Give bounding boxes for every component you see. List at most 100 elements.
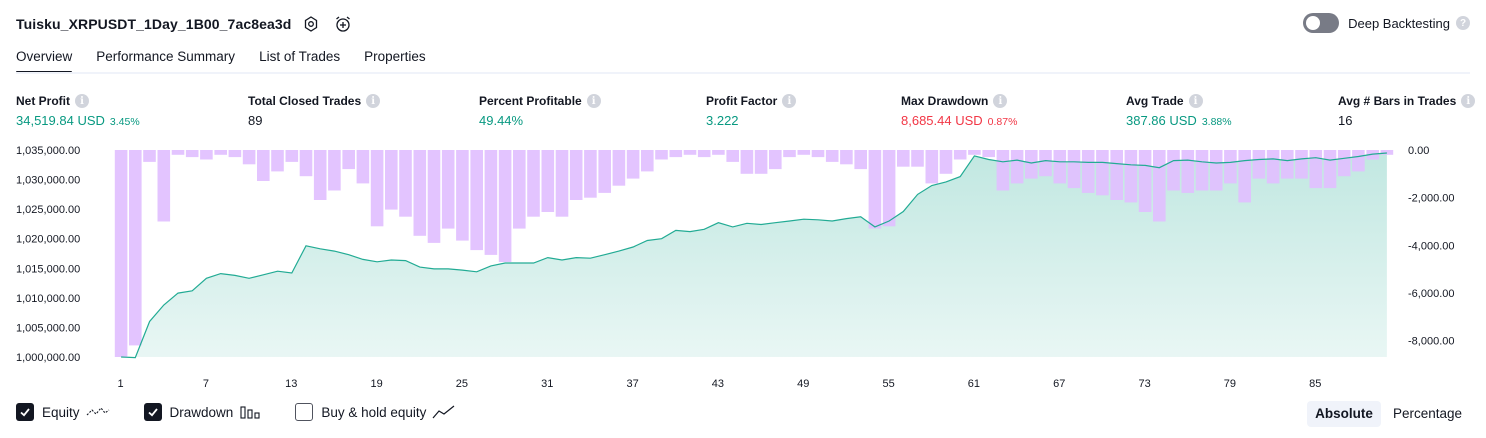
metric-label: Total Closed Trades [248, 94, 362, 108]
legend-drawdown[interactable]: Drawdown [143, 403, 262, 421]
right-axis-tick-label: 0.00 [1408, 145, 1429, 157]
info-icon[interactable]: i [1188, 94, 1203, 108]
x-axis-tick-label: 1 [118, 378, 124, 390]
legend-buy-hold-label: Buy & hold equity [321, 404, 427, 420]
info-icon[interactable]: i [1461, 94, 1476, 108]
left-axis-tick-label: 1,020,000.00 [16, 234, 80, 246]
drawdown-bar [769, 150, 782, 170]
drawdown-bar [1096, 150, 1109, 196]
drawdown-bar [185, 150, 199, 158]
metric-net-profit: Net Profit i 34,519.84 USD 3.45% [16, 93, 140, 128]
drawdown-bar [441, 150, 455, 229]
deep-backtesting-label: Deep Backtesting [1348, 15, 1450, 31]
drawdown-bar [854, 150, 867, 170]
equity-drawdown-chart[interactable]: 1,035,000.00 1,030,000.00 1,025,000.00 1,02… [0, 138, 1486, 396]
right-axis-tick-label: -4,000.00 [1408, 240, 1454, 252]
drawdown-bar [427, 150, 441, 243]
alarm-clock-plus-icon[interactable] [331, 12, 355, 36]
legend-buy-hold[interactable]: Buy & hold equity [295, 403, 456, 421]
drawdown-bar [527, 150, 540, 217]
drawdown-bar [584, 150, 597, 198]
drawdown-bar [1352, 150, 1365, 172]
drawdown-bar [143, 150, 156, 162]
drawdown-bar [1337, 150, 1351, 177]
metric-value: 387.86 USD [1126, 113, 1197, 128]
drawdown-bar [200, 150, 213, 160]
tab-performance-summary[interactable]: Performance Summary [96, 49, 236, 64]
drawdown-bar [655, 150, 668, 160]
drawdown-bar [953, 150, 967, 160]
tabs-divider [16, 72, 1470, 74]
drawdown-bar [1053, 150, 1067, 184]
tab-overview[interactable]: Overview [16, 44, 73, 74]
drawdown-bar [897, 150, 910, 167]
drawdown-bar [1224, 150, 1237, 184]
metric-value: 89 [248, 113, 263, 128]
x-axis-tick-label: 31 [541, 378, 553, 390]
legend-equity[interactable]: Equity [16, 403, 110, 421]
drawdown-bar [385, 150, 398, 210]
x-axis-tick-label: 43 [712, 378, 724, 390]
drawdown-bar [1209, 150, 1223, 191]
absolute-button[interactable]: Absolute [1307, 401, 1381, 427]
metric-total-closed-trades: Total Closed Trades i 89 [248, 93, 381, 128]
drawdown-bar [982, 150, 995, 158]
drawdown-bar [470, 150, 483, 251]
toggle-knob [1306, 16, 1321, 30]
drawdown-bar [413, 150, 427, 236]
drawdown-bar [1010, 150, 1024, 184]
x-axis-tick-label: 85 [1309, 378, 1321, 390]
drawdown-bar [498, 150, 512, 262]
drawdown-bar [129, 150, 142, 346]
legend-equity-label: Equity [42, 404, 80, 420]
drawdown-bar [370, 150, 384, 227]
drawdown-bar [541, 150, 555, 212]
buy-hold-checkbox[interactable] [295, 403, 314, 421]
drawdown-bar [399, 150, 412, 217]
drawdown-bar [740, 150, 754, 174]
x-axis-tick-label: 37 [626, 378, 638, 390]
right-axis-tick-label: -6,000.00 [1408, 288, 1454, 300]
percentage-button[interactable]: Percentage [1392, 406, 1462, 421]
drawdown-bar [214, 150, 227, 155]
drawdown-bar [569, 150, 583, 200]
drawdown-bar [882, 150, 896, 227]
gear-icon[interactable] [299, 12, 323, 36]
info-icon[interactable]: i [75, 94, 89, 108]
drawdown-bar [840, 150, 853, 165]
equity-line-icon [86, 405, 110, 419]
x-axis-tick-label: 61 [968, 378, 980, 390]
info-icon[interactable]: i [366, 94, 381, 108]
metric-label: Max Drawdown [901, 94, 989, 108]
info-icon[interactable]: i [993, 94, 1008, 108]
drawdown-bar [242, 150, 256, 165]
tab-list-of-trades[interactable]: List of Trades [259, 49, 341, 64]
tab-properties[interactable]: Properties [364, 49, 426, 64]
question-icon[interactable]: ? [1456, 16, 1470, 30]
info-icon[interactable]: i [586, 94, 601, 108]
drawdown-bar [484, 150, 498, 255]
metric-label: Avg # Bars in Trades [1338, 94, 1457, 108]
drawdown-bar [1153, 150, 1166, 222]
x-axis-tick-label: 73 [1138, 378, 1150, 390]
drawdown-bar [1195, 150, 1209, 191]
equity-checkbox[interactable] [16, 403, 34, 421]
drawdown-bar [925, 150, 939, 184]
x-axis-tick-label: 13 [285, 378, 297, 390]
drawdown-bar [1081, 150, 1095, 193]
drawdown-checkbox[interactable] [143, 403, 162, 421]
metric-value: 16 [1338, 113, 1353, 128]
metric-avg-bars-in-trades: Avg # Bars in Trades i 16 [1338, 93, 1476, 128]
metric-percent-profitable: Percent Profitable i 49.44% [479, 93, 601, 128]
x-axis-tick-label: 7 [203, 378, 209, 390]
legend-drawdown-label: Drawdown [169, 404, 234, 420]
drawdown-bar [555, 150, 569, 217]
bar-chart-icon [239, 404, 261, 420]
drawdown-bar [513, 150, 526, 229]
metric-label: Percent Profitable [479, 94, 582, 108]
deep-backtesting-toggle[interactable] [1303, 13, 1340, 33]
left-axis-tick-label: 1,000,000.00 [16, 352, 80, 364]
info-icon[interactable]: i [782, 94, 797, 108]
drawdown-bar [697, 150, 711, 158]
drawdown-bar [712, 150, 725, 155]
